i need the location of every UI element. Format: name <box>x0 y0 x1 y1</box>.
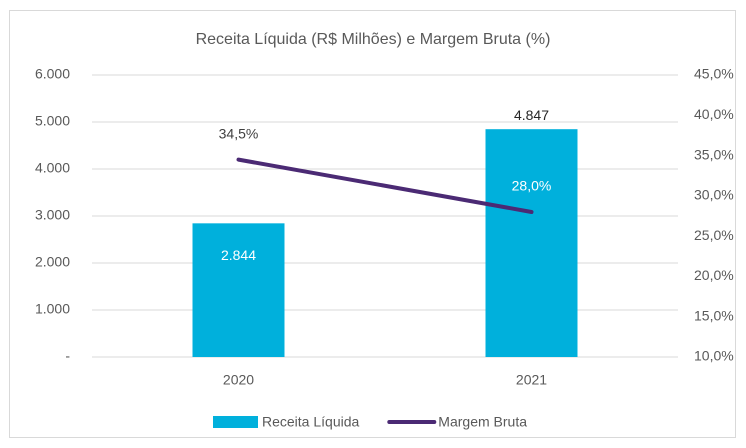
y-tick-label: 5.000 <box>35 113 70 129</box>
legend-swatch <box>213 416 258 428</box>
x-tick-label: 2020 <box>223 372 254 388</box>
bar <box>485 129 578 357</box>
line <box>236 157 534 214</box>
y2-tick-label: 20,0% <box>694 267 734 283</box>
y-tick-label: 1.000 <box>35 301 70 317</box>
y2-tick-label: 45,0% <box>694 66 734 82</box>
y2-tick-label: 25,0% <box>694 227 734 243</box>
data-label: 28,0% <box>512 178 552 194</box>
y2-tick-label: 30,0% <box>694 187 734 203</box>
y-tick-label: 6.000 <box>35 66 70 82</box>
chart-border <box>9 10 736 438</box>
y-tick-label: - <box>65 348 70 364</box>
chart-title: Receita Líquida (R$ Milhões) e Margem Br… <box>196 31 551 48</box>
y2-tick-label: 10,0% <box>694 348 734 364</box>
legend-label: Receita Líquida <box>262 414 360 430</box>
y2-tick-label: 35,0% <box>694 146 734 162</box>
data-label: 2.844 <box>221 247 256 263</box>
y-tick-label: 2.000 <box>35 254 70 270</box>
legend-label: Margem Bruta <box>438 414 527 430</box>
x-tick-label: 2021 <box>516 372 547 388</box>
y-tick-label: 4.000 <box>35 160 70 176</box>
y-tick-label: 3.000 <box>35 207 70 223</box>
bar <box>192 223 285 357</box>
y2-tick-label: 15,0% <box>694 307 734 323</box>
data-label: 4.847 <box>514 107 549 123</box>
data-label: 34,5% <box>219 125 259 141</box>
y2-tick-label: 40,0% <box>694 106 734 122</box>
